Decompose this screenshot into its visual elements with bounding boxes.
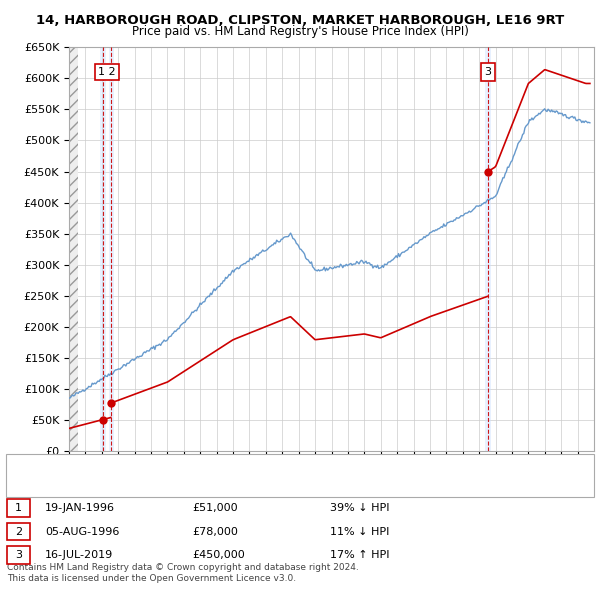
- Text: 3: 3: [15, 550, 22, 560]
- Bar: [109, 47, 115, 451]
- Text: —: —: [15, 457, 33, 475]
- Text: 3: 3: [485, 67, 491, 77]
- Text: Price paid vs. HM Land Registry's House Price Index (HPI): Price paid vs. HM Land Registry's House …: [131, 25, 469, 38]
- Text: £78,000: £78,000: [192, 527, 238, 536]
- Text: —: —: [15, 474, 33, 491]
- Text: £51,000: £51,000: [192, 503, 238, 513]
- Text: 14, HARBOROUGH ROAD, CLIPSTON, MARKET HARBOROUGH, LE16 9RT: 14, HARBOROUGH ROAD, CLIPSTON, MARKET HA…: [36, 14, 564, 27]
- Text: 16-JUL-2019: 16-JUL-2019: [45, 550, 113, 560]
- Text: £450,000: £450,000: [192, 550, 245, 560]
- Text: 11% ↓ HPI: 11% ↓ HPI: [330, 527, 389, 536]
- Text: Contains HM Land Registry data © Crown copyright and database right 2024.: Contains HM Land Registry data © Crown c…: [7, 563, 359, 572]
- Text: 39% ↓ HPI: 39% ↓ HPI: [330, 503, 389, 513]
- Text: This data is licensed under the Open Government Licence v3.0.: This data is licensed under the Open Gov…: [7, 574, 296, 583]
- Text: 05-AUG-1996: 05-AUG-1996: [45, 527, 119, 536]
- Text: 14, HARBOROUGH ROAD, CLIPSTON, MARKET HARBOROUGH, LE16 9RT (detached hous…: 14, HARBOROUGH ROAD, CLIPSTON, MARKET HA…: [39, 461, 441, 471]
- Text: HPI: Average price, detached house, West Northamptonshire: HPI: Average price, detached house, West…: [39, 478, 314, 487]
- Text: 19-JAN-1996: 19-JAN-1996: [45, 503, 115, 513]
- Text: 17% ↑ HPI: 17% ↑ HPI: [330, 550, 389, 560]
- Bar: [69, 47, 78, 451]
- Text: 1: 1: [15, 503, 22, 513]
- Bar: [485, 47, 491, 451]
- Text: 1 2: 1 2: [98, 67, 116, 77]
- Text: 2: 2: [15, 527, 22, 536]
- Bar: [100, 47, 106, 451]
